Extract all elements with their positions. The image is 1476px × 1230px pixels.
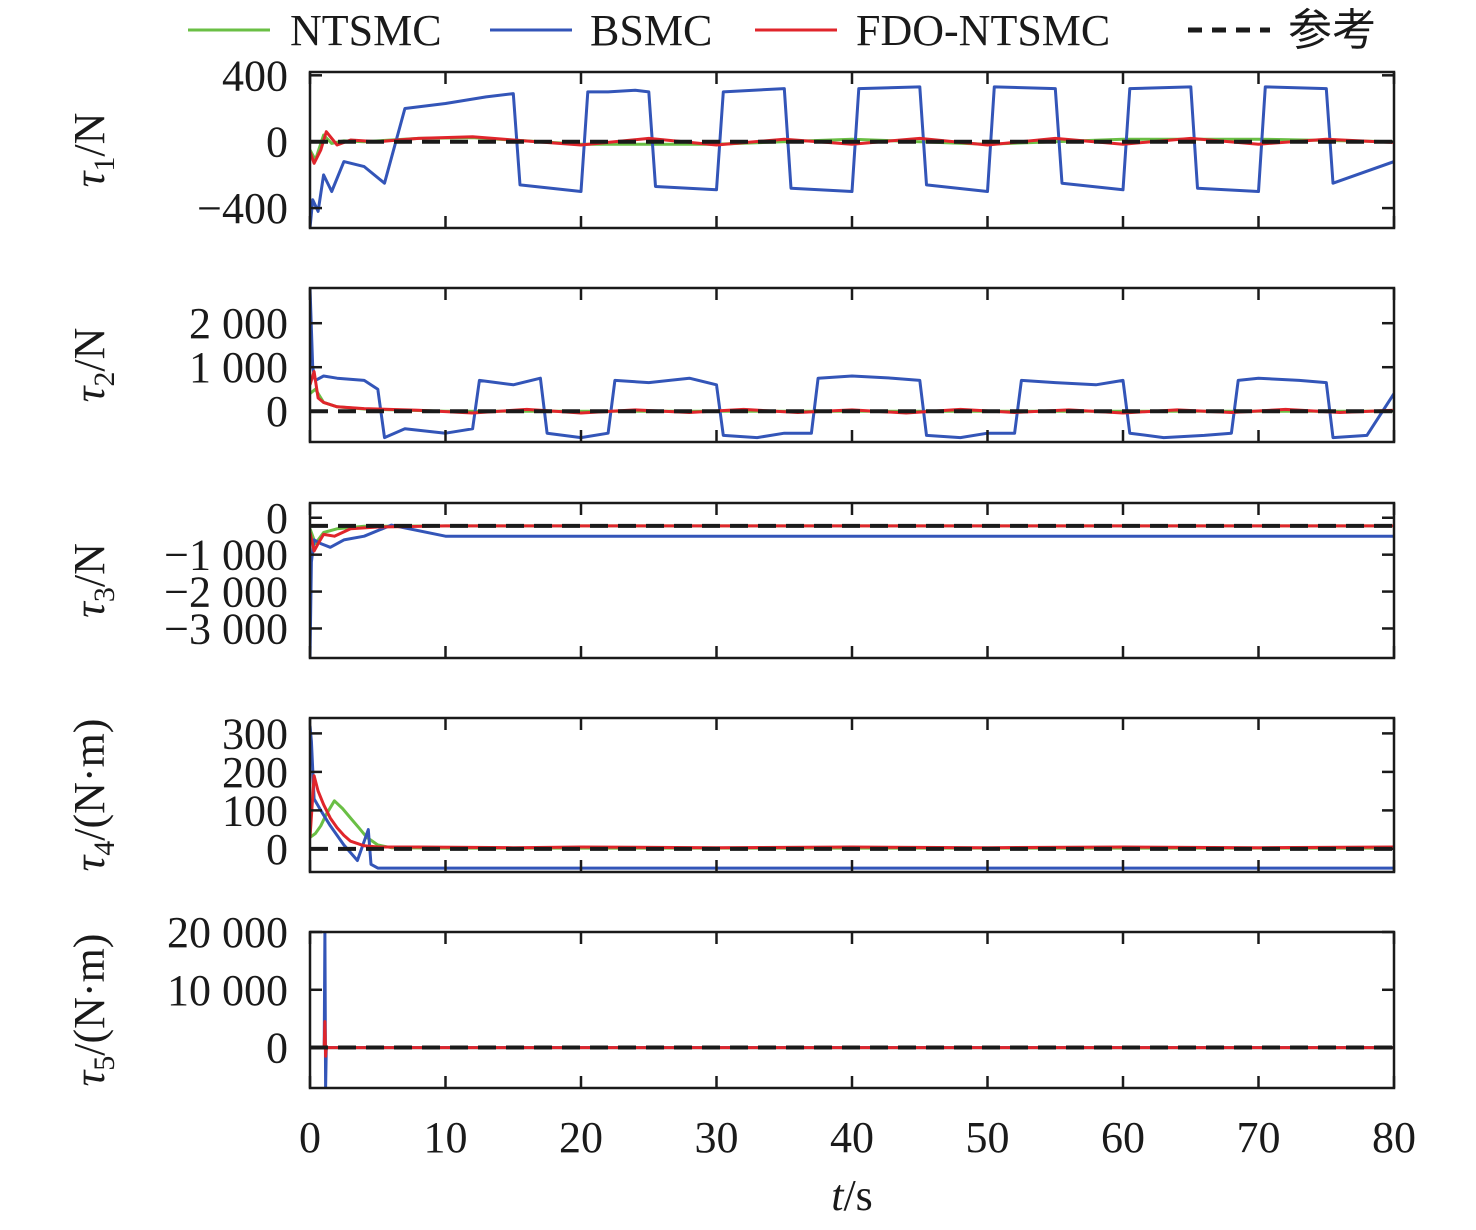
y-axis-label-panel-3: τ3/N [65, 543, 121, 618]
x-tick-label-7: 70 [1237, 1113, 1281, 1162]
y-tick-label-panel-3-2: −2 000 [164, 568, 288, 617]
y-tick-label-panel-1-2: −400 [197, 184, 288, 233]
y-axis-label-var: τ [65, 384, 114, 402]
series-bsmc-panel-5 [310, 932, 1394, 1088]
x-tick-label-6: 60 [1101, 1113, 1145, 1162]
y-axis-label-unit: /(N·m) [65, 934, 114, 1056]
panel-3: 0−1 000−2 000−3 000 τ3/N [65, 494, 1396, 660]
legend: NTSMC BSMC FDO-NTSMC 参考 [188, 6, 1376, 55]
series-fdo-ntsmc-panel-5 [310, 1020, 1394, 1058]
series-ntsmc-panel-1 [310, 133, 1394, 162]
plot-frame-panel-1 [308, 70, 1396, 230]
plot-frame-panel-5 [308, 930, 1396, 1090]
y-axis-label-panel-1: τ1/N [65, 113, 121, 188]
x-axis-label: t/s [831, 1171, 873, 1220]
y-axis-label-panel-4: τ4/(N·m) [65, 719, 121, 872]
y-tick-label-panel-4-2: 100 [222, 786, 288, 835]
x-tick-label-0: 0 [299, 1113, 321, 1162]
y-tick-label-panel-4-1: 200 [222, 748, 288, 797]
legend-label-3: 参考 [1288, 6, 1376, 55]
y-tick-label-panel-3-1: −1 000 [164, 531, 288, 580]
y-tick-label-panel-2-1: 1 000 [189, 343, 288, 392]
y-axis-label-unit: /N [65, 543, 114, 587]
y-axis-label-unit: /N [65, 328, 114, 372]
y-axis-label-var: τ [65, 1068, 114, 1086]
panel-1: 400 0 −400 τ1/N [65, 51, 1396, 233]
y-axis-label-sub: 2 [88, 372, 121, 387]
x-tick-label-1: 10 [424, 1113, 468, 1162]
legend-label-2: FDO-NTSMC [856, 6, 1110, 55]
y-tick-label-panel-4-0: 300 [222, 709, 288, 758]
y-tick-label-panel-4-3: 0 [266, 825, 288, 874]
series-bsmc-panel-1 [310, 85, 1394, 228]
y-axis-label-sub: 5 [88, 1056, 121, 1071]
y-axis-label-var: τ [65, 600, 114, 618]
y-tick-label-panel-1-1: 0 [266, 118, 288, 167]
y-axis-label-var: τ [65, 853, 114, 871]
series-fdo-ntsmc-panel-1 [310, 130, 1394, 165]
x-tick-label-8: 80 [1372, 1113, 1416, 1162]
y-tick-label-panel-5-2: 0 [266, 1024, 288, 1073]
y-tick-label-panel-2-0: 2 000 [189, 299, 288, 348]
x-axis-label-unit: /s [843, 1171, 872, 1220]
series-fdo-ntsmc-panel-2 [310, 370, 1394, 415]
y-axis-label-sub: 3 [88, 587, 121, 602]
y-axis-label-unit: /(N·m) [65, 719, 114, 841]
series-fdo-ntsmc-panel-3 [310, 524, 1394, 553]
y-tick-label-panel-3-3: −3 000 [164, 604, 288, 653]
y-axis-label-var: τ [65, 169, 114, 187]
y-axis-label-panel-5: τ5/(N·m) [65, 934, 121, 1087]
y-tick-label-panel-5-0: 20 000 [167, 908, 288, 957]
y-tick-label-panel-1-0: 400 [222, 51, 288, 100]
y-axis-label-sub: 1 [88, 157, 121, 172]
y-axis-label-unit: /N [65, 113, 114, 157]
y-tick-label-panel-3-0: 0 [266, 494, 288, 543]
series-bsmc-panel-3 [310, 523, 1394, 658]
legend-label-1: BSMC [590, 6, 712, 55]
x-axis-label-var: t [831, 1171, 845, 1220]
series-fdo-ntsmc-panel-4 [310, 774, 1394, 850]
x-tick-label-3: 30 [695, 1113, 739, 1162]
y-tick-label-panel-5-1: 10 000 [167, 966, 288, 1015]
series-ntsmc-panel-2 [310, 387, 1394, 413]
x-axis: 0 10 20 30 40 50 60 70 80 t/s [299, 1113, 1416, 1220]
y-tick-label-panel-2-2: 0 [266, 387, 288, 436]
x-tick-label-2: 20 [559, 1113, 603, 1162]
x-tick-label-4: 40 [830, 1113, 874, 1162]
series-ntsmc-panel-4 [310, 799, 1394, 850]
x-tick-label-5: 50 [966, 1113, 1010, 1162]
y-axis-label-sub: 4 [88, 841, 121, 856]
y-axis-label-panel-2: τ2/N [65, 328, 121, 403]
panel-5: 20 000 10 000 0 τ5/(N·m) [65, 908, 1396, 1090]
series-bsmc-panel-2 [310, 288, 1394, 440]
legend-label-0: NTSMC [290, 6, 442, 55]
